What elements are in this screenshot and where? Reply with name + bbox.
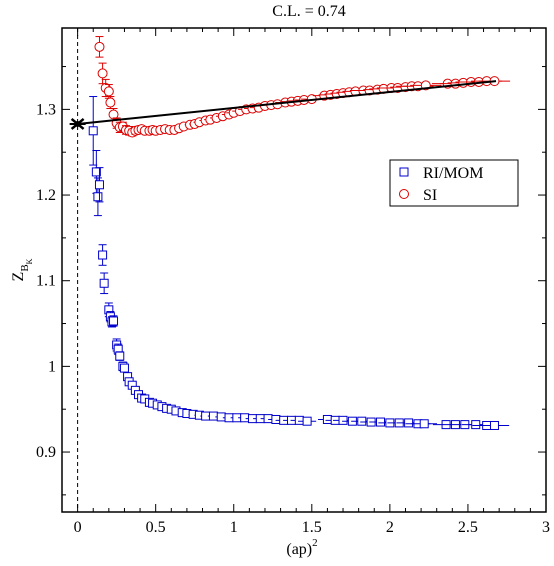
data-point (338, 415, 348, 425)
legend-label-si: SI (423, 187, 437, 204)
x-axis-label-text: (ap) (286, 541, 312, 558)
plot-frame (61, 27, 547, 513)
x-axis-label-superscript: 2 (312, 537, 318, 549)
data-point (271, 414, 281, 424)
plot-area (69, 28, 511, 512)
chart-title: C.L. = 0.74 (272, 3, 345, 20)
y-tick-label: 1.1 (36, 273, 56, 290)
x-tick-label: 2 (386, 519, 394, 536)
data-point (404, 418, 414, 428)
data-point (263, 414, 273, 424)
y-axis-label-subscript: B (19, 264, 31, 271)
data-point (103, 86, 114, 97)
data-point (99, 278, 109, 288)
fit-line (77, 80, 497, 125)
data-point (88, 126, 98, 136)
data-point (94, 180, 104, 190)
x-tick-label: 1 (230, 519, 238, 536)
extrapolated-dot (74, 120, 81, 127)
extrapolated-point (69, 117, 86, 130)
data-point (376, 417, 386, 427)
data-point (216, 412, 226, 422)
legend-label-ri-mom: RI/MOM (423, 165, 483, 182)
data-point (115, 351, 125, 361)
data-point (357, 416, 367, 426)
legend-marker-si (399, 189, 409, 199)
data-point (105, 97, 116, 108)
x-tick-label: 0.5 (146, 519, 166, 536)
data-point (294, 415, 304, 425)
legend-marker-ri-mom (399, 167, 409, 177)
data-point (97, 68, 108, 79)
y-axis: 0.9 1 1.1 1.2 1.3 (36, 66, 546, 496)
legend: RI/MOM SI (389, 159, 519, 207)
series-si (94, 36, 511, 138)
x-tick-label: 0 (74, 519, 82, 536)
data-point (471, 420, 481, 430)
y-axis-label-subsubscript: K (25, 258, 34, 264)
x-axis-label: (ap)2 (286, 537, 317, 558)
data-point (93, 192, 103, 202)
y-tick-label: 1.2 (36, 187, 56, 204)
y-tick-label: 0.9 (36, 444, 56, 461)
y-tick-label: 1.3 (36, 101, 56, 118)
data-point (108, 109, 119, 120)
data-point (240, 413, 250, 423)
data-point (109, 316, 119, 326)
data-point (322, 414, 332, 424)
series-ri-mom (88, 96, 510, 430)
data-point (208, 411, 218, 421)
data-point (302, 416, 312, 426)
data-point (419, 419, 429, 429)
y-axis-label: ZBK (10, 258, 34, 281)
y-axis-label-text: Z (10, 272, 27, 282)
data-point (94, 41, 105, 52)
data-point (489, 420, 499, 430)
data-point (119, 363, 129, 373)
data-point (98, 250, 108, 260)
legend-box (389, 159, 519, 207)
y-tick-label: 1 (48, 358, 56, 375)
x-tick-label: 3 (542, 519, 550, 536)
x-tick-label: 1.5 (302, 519, 322, 536)
x-tick-label: 2.5 (458, 519, 478, 536)
x-axis: 0 0.5 1 1.5 2 2.5 3 (74, 28, 550, 536)
